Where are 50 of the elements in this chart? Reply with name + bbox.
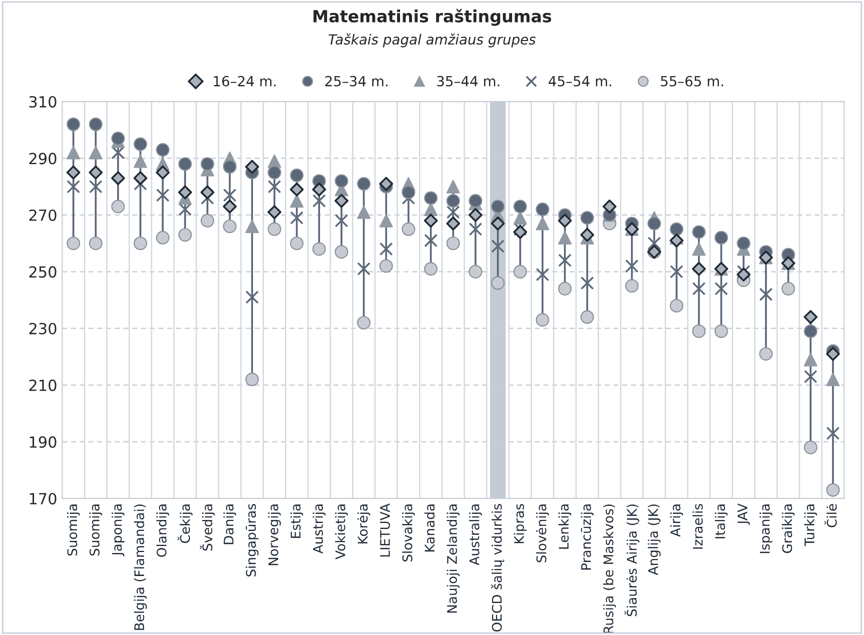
y-tick-label: 270 — [29, 209, 56, 222]
x-tick-label: Izraelis — [692, 504, 703, 549]
x-tick-label: Čekija — [178, 504, 193, 543]
x-tick-label: Suomija — [66, 504, 80, 556]
y-tick-label: 310 — [29, 96, 56, 108]
x-tick-label: Korėja — [357, 504, 370, 544]
y-tick-label: 190 — [30, 436, 56, 448]
x-tick-label: Norvegija — [268, 504, 281, 566]
x-tick-label: Graikija — [782, 504, 795, 554]
x-tick-label: Suomija — [89, 504, 102, 556]
x-tick-label: Šiaurės Airija (JK) — [624, 504, 640, 616]
x-tick-label: Italija — [714, 504, 728, 538]
x-tick-label: Ispanija — [760, 504, 772, 554]
x-tick-label: Čilė — [824, 504, 837, 528]
x-tick-label: Japonija — [112, 504, 124, 556]
y-tick-label: 230 — [29, 322, 56, 334]
x-tick-label: Estija — [290, 504, 304, 538]
legend-label: 45–54 m. — [548, 76, 612, 86]
y-tick-label: 170 — [30, 492, 56, 504]
y-tick-label: 210 — [29, 380, 56, 392]
x-tick-label: Olandija — [156, 504, 170, 557]
x-tick-label: Kanada — [424, 504, 435, 552]
x-tick-label: Lenkija — [558, 504, 572, 549]
x-tick-label: Turkija — [804, 504, 817, 546]
x-tick-label: Naujoji Zelandija — [446, 504, 460, 613]
x-tick-label: LIETUVA — [380, 503, 390, 557]
x-tick-label: Prancūzija — [580, 504, 594, 570]
x-tick-label: Danija — [223, 504, 236, 544]
y-tick-label: 250 — [29, 266, 56, 278]
x-tick-label: Austrija — [312, 504, 326, 554]
x-tick-label: OECD šalių vidurkis — [491, 504, 504, 632]
x-tick-label: Švedija — [200, 504, 215, 551]
x-tick-label: Singapūras — [246, 504, 258, 576]
y-tick-label: 290 — [29, 152, 56, 164]
x-tick-label: Belgija (Flamandai) — [134, 504, 147, 630]
x-tick-label: Anglija (JK) — [648, 504, 661, 576]
x-tick-label: Slovakija — [402, 504, 415, 562]
legend-label: 25–34 m. — [325, 76, 388, 86]
x-tick-label: Airija — [670, 504, 683, 537]
x-tick-label: Vokietija — [335, 504, 348, 560]
legend-label: 35–44 m. — [437, 76, 500, 86]
chart-subtitle: Taškais pagal amžiaus grupes — [328, 33, 536, 48]
x-tick-label: Rusija (be Maskvos) — [603, 504, 616, 634]
chart-title: Matematinis raštingumas — [314, 8, 552, 26]
x-tick-label: Slovėnija — [536, 504, 549, 562]
legend-label: 16–24 m. — [214, 76, 276, 86]
legend-label: 55–65 m. — [660, 76, 724, 86]
x-tick-label: Kipras — [514, 504, 527, 544]
x-tick-label: Australija — [469, 504, 482, 566]
x-tick-label: JAV — [738, 503, 750, 525]
